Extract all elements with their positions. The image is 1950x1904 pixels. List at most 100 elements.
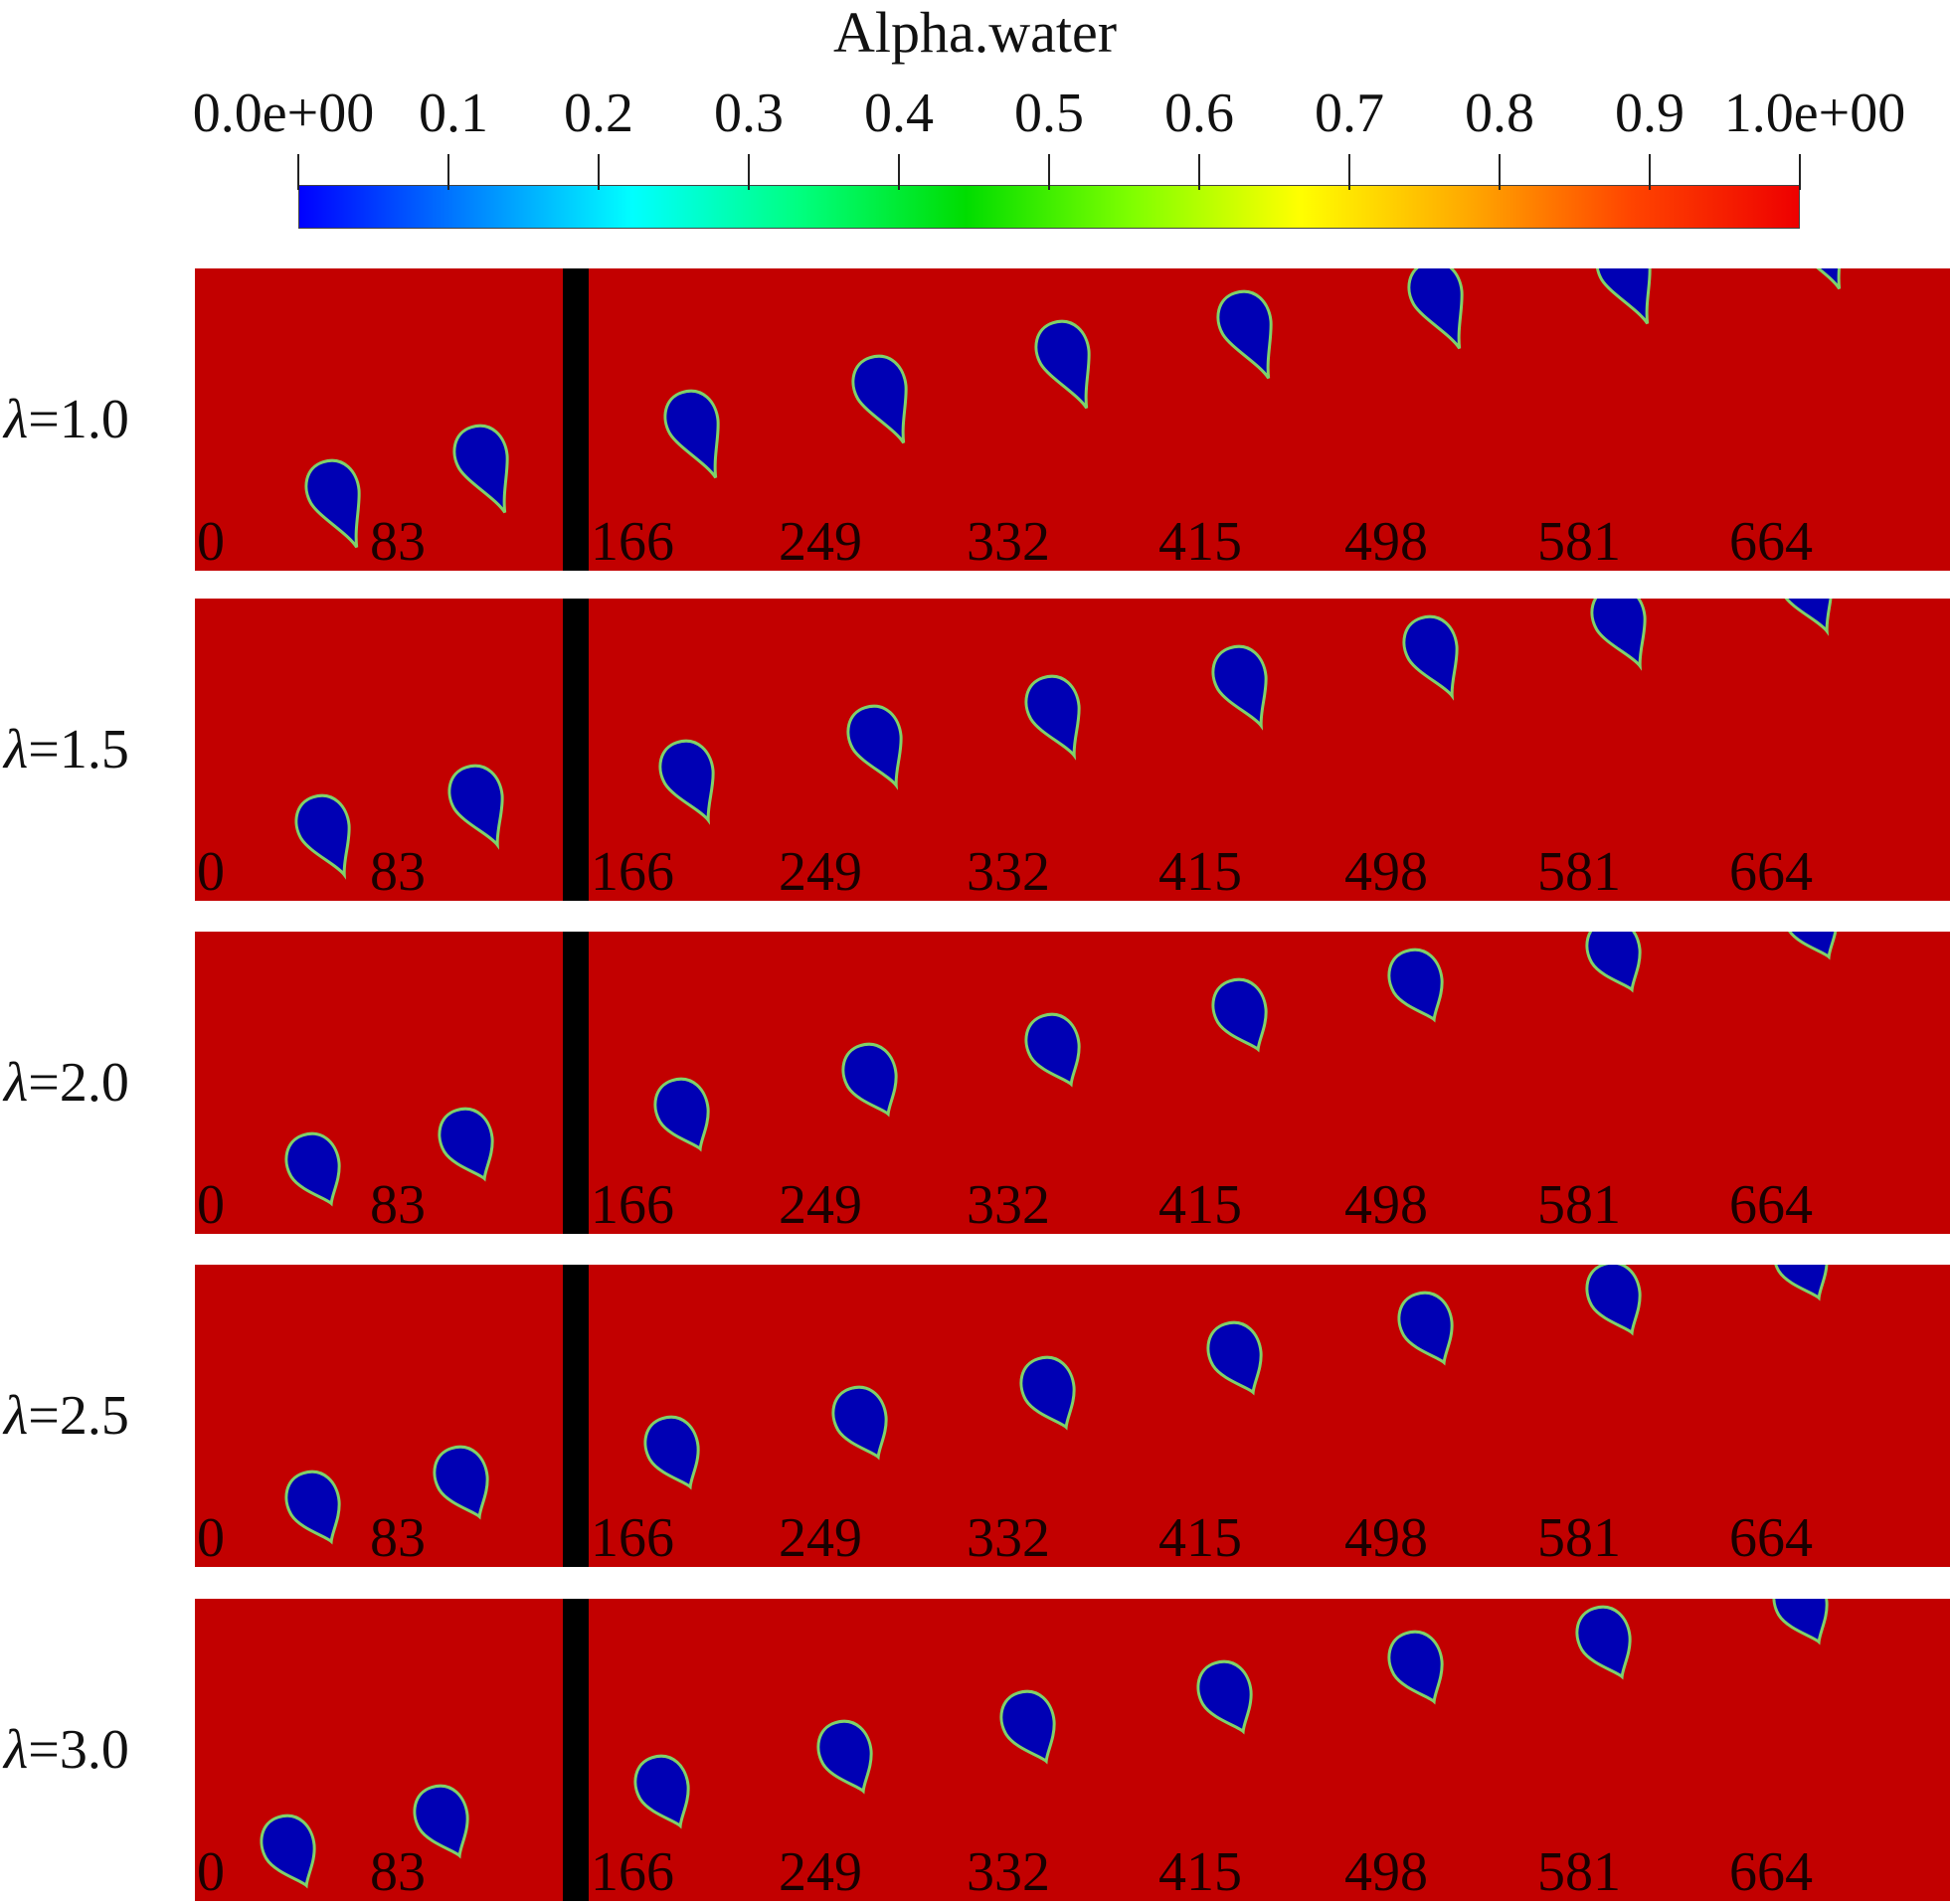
droplet xyxy=(831,1385,888,1461)
frame-time-label: 332 xyxy=(967,1841,1050,1901)
droplet xyxy=(1575,1605,1632,1680)
frame-time-label: 0 xyxy=(197,1174,225,1234)
frame-panel: 581 xyxy=(1535,1599,1727,1901)
colorbar-tick-label: 0.5 xyxy=(1014,83,1084,144)
frame-panel: 166 xyxy=(589,599,777,901)
frame-time-label: 0 xyxy=(197,1507,225,1567)
droplet xyxy=(433,1445,489,1520)
droplet xyxy=(1777,599,1834,636)
row-value: =2.5 xyxy=(28,1385,129,1447)
frame-panel: 332 xyxy=(965,599,1156,901)
droplet xyxy=(816,1719,873,1795)
frame-panel: 249 xyxy=(777,1599,965,1901)
colorbar-tick-label: 0.7 xyxy=(1315,83,1384,144)
droplet xyxy=(438,1107,494,1182)
frame-panel: 498 xyxy=(1342,1599,1535,1901)
row-label: λ=2.5 xyxy=(4,1384,193,1448)
droplet xyxy=(633,1754,690,1829)
colorbar-tick xyxy=(447,154,449,190)
frame-panel: 498 xyxy=(1342,599,1535,901)
row-label: λ=3.0 xyxy=(4,1718,193,1782)
row-symbol: λ xyxy=(4,719,29,780)
frame-panel: 498 xyxy=(1342,1265,1535,1567)
frame-time-label: 581 xyxy=(1537,841,1621,901)
frame-panel: 498 xyxy=(1342,268,1535,571)
droplet xyxy=(663,389,720,479)
droplet xyxy=(658,739,715,825)
frame-panel: 664 xyxy=(1727,932,1950,1234)
frame-time-label: 415 xyxy=(1158,841,1242,901)
frame-time-label: 332 xyxy=(967,1507,1050,1567)
frame-time-label: 664 xyxy=(1729,511,1813,571)
frame-time-label: 498 xyxy=(1344,841,1428,901)
frame-panel: 249 xyxy=(777,932,965,1234)
frame-time-label: 581 xyxy=(1537,511,1621,571)
frame-time-label: 415 xyxy=(1158,1174,1242,1234)
frame-panel: 83 xyxy=(368,268,563,571)
droplet xyxy=(1024,674,1081,761)
droplet xyxy=(452,424,509,514)
row-value: =2.0 xyxy=(28,1052,129,1114)
frame-time-label: 498 xyxy=(1344,1507,1428,1567)
frame-panel: 664 xyxy=(1727,599,1950,901)
droplet xyxy=(413,1784,469,1859)
frame-time-label: 166 xyxy=(591,1174,674,1234)
droplet xyxy=(260,1814,316,1889)
colorbar-tick xyxy=(1348,154,1350,190)
simulation-row: 0 83 166 249 332 415 498 581 664 xyxy=(195,1265,1950,1567)
colorbar-tick-label: 0.4 xyxy=(864,83,934,144)
frame-time-label: 249 xyxy=(779,1841,862,1901)
row-label: λ=1.5 xyxy=(4,718,193,781)
colorbar-tick xyxy=(598,154,600,190)
simulation-row: 0 83 166 249 332 415 498 581 664 xyxy=(195,599,1950,901)
frame-time-label: 0 xyxy=(197,511,225,571)
frame-panel: 83 xyxy=(368,1599,563,1901)
frame-time-label: 83 xyxy=(370,1174,426,1234)
frame-time-label: 249 xyxy=(779,1174,862,1234)
droplet xyxy=(1782,932,1839,960)
frame-panel: 0 xyxy=(195,599,368,901)
frame-panel: 166 xyxy=(589,932,777,1234)
row-symbol: λ xyxy=(4,1719,29,1781)
droplet xyxy=(999,1689,1056,1765)
frame-panel: 249 xyxy=(777,268,965,571)
frame-panel: 0 xyxy=(195,268,368,571)
colorbar-tick xyxy=(1799,154,1801,190)
droplet xyxy=(1196,1659,1253,1735)
frame-panel: 581 xyxy=(1535,599,1727,901)
droplet xyxy=(1206,1320,1263,1396)
frame-time-label: 332 xyxy=(967,1174,1050,1234)
frame-time-label: 415 xyxy=(1158,511,1242,571)
frame-time-label: 249 xyxy=(779,1507,862,1567)
colorbar-tick xyxy=(1499,154,1501,190)
frame-time-label: 664 xyxy=(1729,1507,1813,1567)
frame-time-label: 498 xyxy=(1344,511,1428,571)
droplet xyxy=(1211,977,1268,1053)
droplet xyxy=(1387,948,1444,1023)
frame-panel: 332 xyxy=(965,268,1156,571)
droplet xyxy=(284,1470,341,1545)
droplet xyxy=(294,793,351,880)
frame-panel: 83 xyxy=(368,932,563,1234)
frame-panel: 581 xyxy=(1535,1265,1727,1567)
droplet xyxy=(1034,319,1091,410)
droplet xyxy=(1407,268,1464,350)
droplet xyxy=(1397,1291,1454,1366)
colorbar-title: Alpha.water xyxy=(832,0,1118,65)
frame-time-label: 0 xyxy=(197,1841,225,1901)
simulation-row: 0 83 166 249 332 415 498 581 664 xyxy=(195,268,1950,571)
colorbar-tick xyxy=(1048,154,1050,190)
frame-time-label: 581 xyxy=(1537,1174,1621,1234)
colorbar-tick xyxy=(748,154,750,190)
frame-time-label: 83 xyxy=(370,1507,426,1567)
frame-time-label: 166 xyxy=(591,511,674,571)
droplet xyxy=(1590,599,1647,671)
colorbar-tick-label: 0.9 xyxy=(1615,83,1684,144)
frame-panel: 664 xyxy=(1727,268,1950,571)
frame-time-label: 332 xyxy=(967,841,1050,901)
frame-panel: 0 xyxy=(195,932,368,1234)
droplet xyxy=(1387,1630,1444,1705)
colorbar-tick xyxy=(898,154,900,190)
frame-panel: 332 xyxy=(965,932,1156,1234)
row-label: λ=1.0 xyxy=(4,388,193,451)
